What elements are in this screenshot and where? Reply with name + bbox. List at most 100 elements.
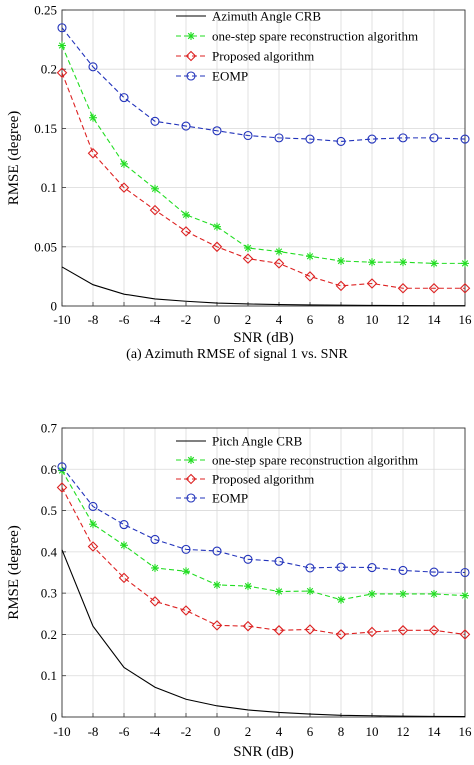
chart1-xaxis-label: SNR (dB) <box>233 330 293 346</box>
chart2-series-2-line <box>61 470 466 601</box>
chart2-series-3-point <box>428 625 440 636</box>
chart1-series-3-point <box>211 241 223 253</box>
chart1-series-3-line <box>61 72 465 289</box>
chart2-series-3-point <box>180 605 192 616</box>
chart1-series-2-point <box>337 257 345 266</box>
chart2-ytick-label: 0.2 <box>41 627 57 642</box>
chart2-ytick-label: 0.1 <box>41 668 57 683</box>
chart1-series-4-point <box>398 133 408 143</box>
chart2-legend-item-2-marker <box>187 456 195 464</box>
chart1-legend-item-3: Proposed algorithm <box>176 49 314 64</box>
chart1-series-4-point <box>57 23 67 33</box>
chart1-series-4-point <box>119 93 129 103</box>
chart1-series-3-point <box>428 282 440 294</box>
chart1-xtick-label: -10 <box>53 312 70 327</box>
chart2-series-2-point <box>461 591 469 600</box>
chart2-series-2-point <box>244 582 252 591</box>
chart2-xtick-label: 6 <box>307 724 314 739</box>
chart1-legend-item-4-marker <box>186 71 196 81</box>
chart2-series-2-point <box>151 563 159 572</box>
chart1-series-2-point <box>461 259 469 268</box>
chart1-series-2-point <box>213 222 221 231</box>
chart2-series-3-point <box>459 629 471 640</box>
chart2-legend-item-3-label: Proposed algorithm <box>212 472 314 487</box>
chart2-series-2-point <box>430 589 438 598</box>
chart1-plot-area <box>62 10 465 306</box>
chart2-series-4-point <box>460 567 470 578</box>
chart2-xtick-label: -8 <box>88 724 99 739</box>
chart2-xtick-label: 14 <box>428 724 442 739</box>
chart2-xtick-label: -6 <box>119 724 130 739</box>
chart2-series-3-point <box>366 626 378 638</box>
chart1-series-3-point <box>366 278 378 289</box>
chart2-series-3-point <box>273 625 285 636</box>
chart1-caption: (a) Azimuth RMSE of signal 1 vs. SNR <box>126 347 348 362</box>
chart1-series-4-point <box>336 136 346 146</box>
chart1-legend-item-2: one-step spare reconstruction algorithm <box>176 29 418 44</box>
chart2-ytick-label: 0.7 <box>41 421 58 436</box>
chart1-series-3-point <box>397 282 409 294</box>
chart2-series-3-point <box>149 596 161 607</box>
chart2-xtick-label: 16 <box>459 724 473 739</box>
chart2-series-4-point <box>150 534 160 545</box>
chart1-series-3-point <box>180 226 192 237</box>
chart2-series-2-point <box>368 589 376 598</box>
chart2-xtick-label: 4 <box>276 724 283 739</box>
chart1-xtick-label: -4 <box>150 312 161 327</box>
chart1-series-4-point <box>181 121 191 131</box>
chart1-xtick-label: -8 <box>88 312 99 327</box>
chart1-series-3-point <box>304 271 316 282</box>
chart2-series-4-point <box>274 556 284 566</box>
chart1-xtick-label: 10 <box>366 312 379 327</box>
chart2-legend-item-4: EOMP <box>176 491 248 506</box>
chart1-series-4-point <box>367 134 377 144</box>
chart2-legend-item-1: Pitch Angle CRB <box>176 434 303 449</box>
chart1-ytick-label: 0 <box>51 299 58 314</box>
chart2-xtick-label: 2 <box>245 724 252 739</box>
chart2-xtick-label: 10 <box>366 724 379 739</box>
chart1-legend-item-1: Azimuth Angle CRB <box>176 9 321 24</box>
chart2-series-3-point <box>304 624 316 635</box>
chart2-series-3-point <box>211 620 223 631</box>
chart1-series-4-point <box>305 134 315 144</box>
chart1: -10 -8 -6 -4 -2 0 2 4 6 8 10 12 14 16 0 0.05 0.1 0.15 0.2 0… <box>6 3 472 363</box>
chart1-ytick-label: 0.05 <box>34 239 57 254</box>
chart2-xtick-label: 8 <box>338 724 345 739</box>
chart1-series-4-point <box>150 116 160 126</box>
chart1-series-2-point <box>368 258 376 267</box>
chart2-series-2-point <box>213 580 221 589</box>
chart1-series-4-point <box>243 130 253 141</box>
chart2-series-2-point <box>275 587 283 596</box>
chart1-axes-box <box>61 9 466 307</box>
chart2-xtick-label: -4 <box>150 724 161 739</box>
chart2-series-4-point <box>398 565 408 575</box>
chart2-series-4-point <box>243 554 253 564</box>
chart1-legend-item-3-marker <box>185 50 197 62</box>
chart2-ytick-label: 0.5 <box>41 503 57 518</box>
chart1-xtick-label: 4 <box>276 312 283 327</box>
chart2-series-2-point <box>120 541 128 550</box>
chart1-ytick-label: 0.25 <box>34 3 57 18</box>
chart1-series-4-point <box>429 133 439 143</box>
chart2: -10 -8 -6 -4 -2 0 2 4 6 8 10 12 14 16 0 0.1 0.2 0.3 0.4 0.5… <box>6 421 472 761</box>
chart2-ytick-label: 0.4 <box>41 544 58 559</box>
chart2-ytick-label: 0.6 <box>41 462 58 477</box>
chart2-series-1-line <box>61 549 466 718</box>
chart2-xtick-label: -2 <box>181 724 192 739</box>
chart1-xtick-label: 6 <box>307 312 314 327</box>
chart2-xtick-label: 12 <box>397 724 410 739</box>
chart1-xtick-label: -2 <box>181 312 192 327</box>
chart1-series-2-point <box>244 243 252 252</box>
chart1-xtick-label: 0 <box>214 312 221 327</box>
chart1-legend-item-4-label: EOMP <box>212 69 248 84</box>
chart2-series-4-point <box>88 501 98 511</box>
chart1-xtick-label: -6 <box>119 312 130 327</box>
chart1-series-2-point <box>399 258 407 267</box>
chart1-series-2-point <box>58 41 66 50</box>
chart2-series-4-point <box>367 562 377 573</box>
chart1-legend-item-4: EOMP <box>176 69 248 84</box>
chart2-legend-item-3-marker <box>185 473 197 485</box>
chart2-series-4-point <box>429 567 439 577</box>
chart2-series-4-point <box>181 544 191 554</box>
